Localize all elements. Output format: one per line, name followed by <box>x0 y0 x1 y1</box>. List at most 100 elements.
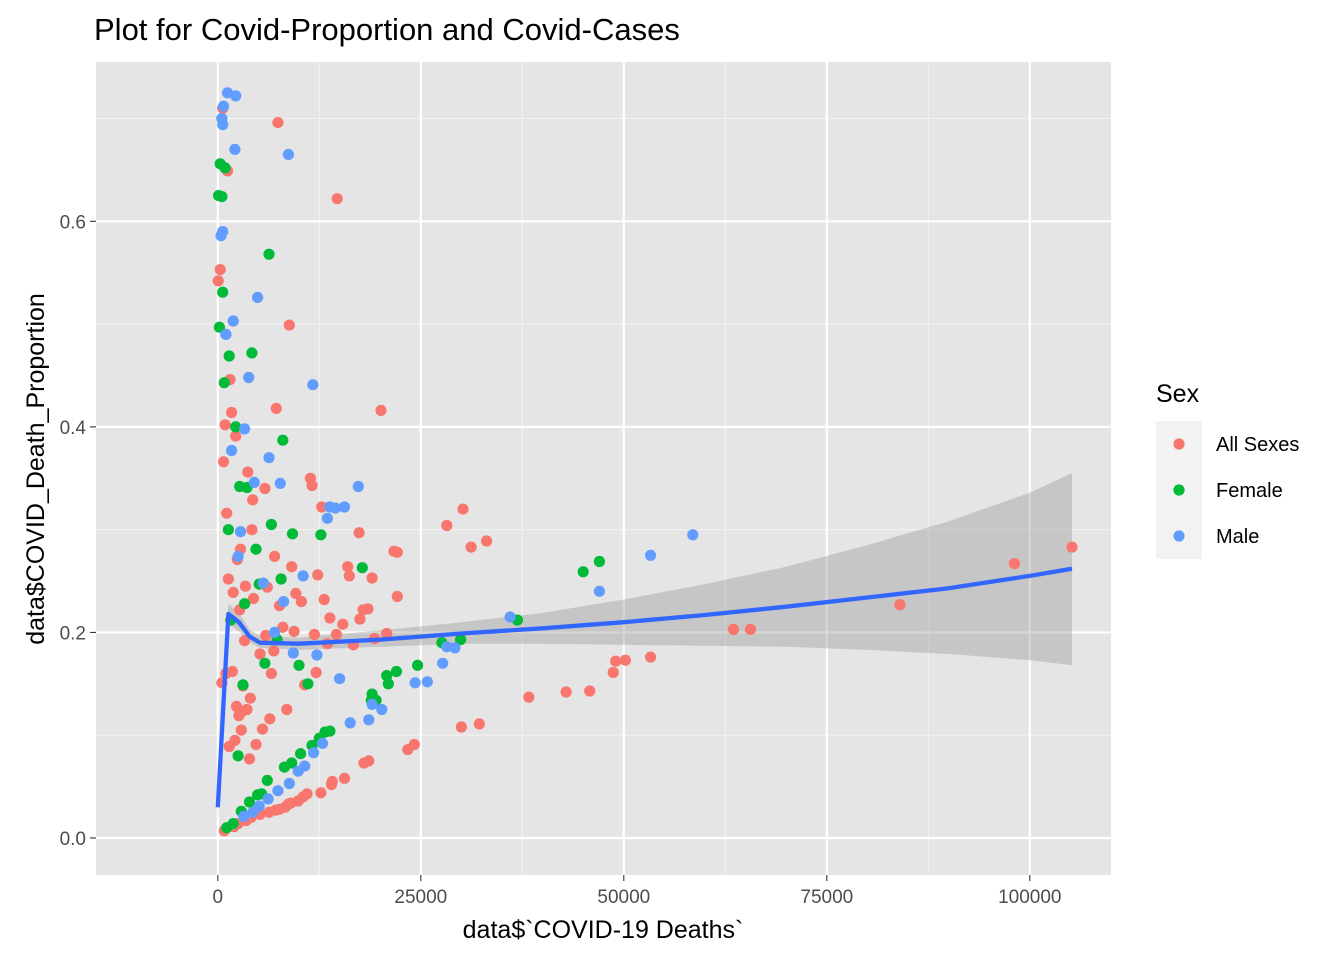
point-male <box>376 703 388 716</box>
point-all-sexes <box>230 430 242 442</box>
point-female <box>381 670 393 682</box>
y-tick-label: 0.4 <box>60 418 87 439</box>
point-all-sexes <box>560 686 572 698</box>
point-male <box>437 657 449 669</box>
point-male <box>234 526 247 538</box>
point-all-sexes <box>610 655 622 667</box>
point-male <box>308 747 320 759</box>
point-all-sexes <box>247 494 259 506</box>
point-female <box>214 158 226 170</box>
point-female <box>213 321 225 333</box>
plot-panel <box>96 62 1111 875</box>
point-all-sexes <box>244 692 256 704</box>
point-female <box>275 573 287 585</box>
point-all-sexes <box>744 623 757 636</box>
point-female <box>222 524 234 536</box>
point-all-sexes <box>310 666 322 679</box>
point-female <box>315 529 327 541</box>
point-all-sexes <box>312 569 324 581</box>
point-all-sexes <box>260 629 272 642</box>
point-all-sexes <box>324 612 336 624</box>
point-all-sexes <box>221 507 233 519</box>
point-all-sexes <box>256 723 269 735</box>
point-all-sexes <box>381 627 393 640</box>
point-female <box>593 555 606 568</box>
point-all-sexes <box>269 550 281 563</box>
point-all-sexes <box>306 479 318 492</box>
point-female <box>455 634 467 646</box>
point-all-sexes <box>242 466 254 478</box>
legend-title: Sex <box>1156 380 1200 408</box>
point-male <box>287 647 299 659</box>
point-female <box>295 748 307 760</box>
confidence-ribbon <box>217 473 1073 818</box>
point-all-sexes <box>315 787 327 799</box>
legend-entries: All Sexes Female Male <box>1156 421 1299 559</box>
point-male <box>227 315 239 327</box>
point-all-sexes <box>226 406 238 419</box>
point-male <box>366 698 378 711</box>
smooth-line <box>215 566 1073 808</box>
points-layer <box>212 87 1078 837</box>
y-tick-label: 0.2 <box>60 623 86 644</box>
point-female <box>239 598 251 610</box>
point-all-sexes <box>523 691 535 703</box>
point-female <box>278 761 290 773</box>
point-female <box>243 796 256 808</box>
point-all-sexes <box>441 519 453 532</box>
point-male <box>263 452 275 464</box>
point-all-sexes <box>308 628 320 641</box>
point-all-sexes <box>272 117 284 129</box>
point-all-sexes <box>268 645 280 657</box>
point-all-sexes <box>227 586 239 599</box>
point-male <box>226 444 238 457</box>
point-all-sexes <box>645 651 657 663</box>
point-male <box>243 371 255 384</box>
point-male <box>269 626 281 639</box>
point-all-sexes <box>366 572 378 584</box>
point-male <box>324 501 336 513</box>
point-male <box>409 677 421 689</box>
legend-label: All Sexes <box>1216 434 1299 456</box>
point-female <box>221 822 233 834</box>
point-all-sexes <box>316 501 328 513</box>
point-female <box>223 350 235 362</box>
point-all-sexes <box>619 654 632 666</box>
point-female <box>213 190 225 202</box>
point-female <box>230 421 242 433</box>
point-male <box>247 806 259 818</box>
point-all-sexes <box>465 541 477 553</box>
y-axis-title: data$COVID_Death_Proportion <box>22 293 50 645</box>
x-tick-label: 50000 <box>597 887 650 908</box>
point-all-sexes <box>391 546 403 558</box>
point-male <box>316 737 329 750</box>
point-male <box>297 570 309 582</box>
legend-swatch <box>1173 530 1185 542</box>
point-male <box>344 717 356 729</box>
point-all-sexes <box>1066 541 1078 553</box>
point-male <box>278 596 290 608</box>
point-female <box>250 543 262 555</box>
point-male <box>363 714 375 726</box>
point-all-sexes <box>214 264 226 276</box>
point-all-sexes <box>235 724 247 736</box>
point-all-sexes <box>391 590 403 603</box>
point-male <box>239 423 251 435</box>
point-male <box>229 143 241 155</box>
point-male <box>321 512 333 524</box>
point-male <box>262 793 274 805</box>
point-female <box>577 566 589 578</box>
point-all-sexes <box>247 592 260 605</box>
point-all-sexes <box>265 667 277 680</box>
point-female <box>293 659 305 671</box>
point-male <box>338 501 351 513</box>
point-all-sexes <box>337 618 349 630</box>
y-tick-label: 0.6 <box>60 212 86 233</box>
point-female <box>246 347 258 359</box>
x-tick-label: 0 <box>213 887 224 908</box>
point-all-sexes <box>358 757 370 769</box>
legend-swatch <box>1173 438 1185 450</box>
point-all-sexes <box>270 402 282 414</box>
point-female <box>263 248 275 260</box>
point-male <box>248 476 260 488</box>
